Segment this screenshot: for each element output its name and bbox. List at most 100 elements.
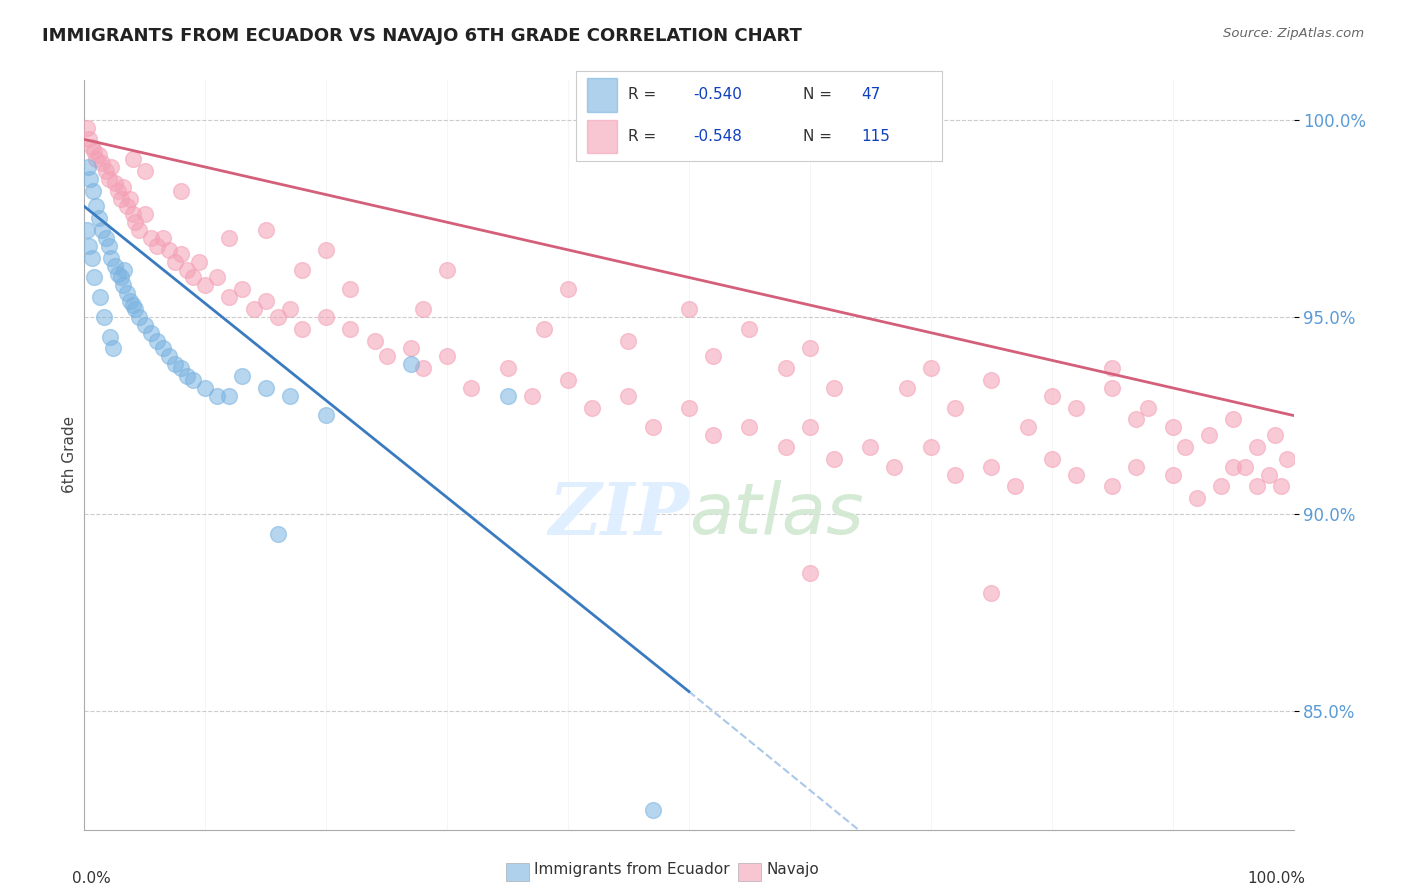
Text: R =: R = [627, 87, 655, 102]
Point [363, 334, 385, 348]
Text: IMMIGRANTS FROM ECUADOR VS NAVAJO 6TH GRADE CORRELATION CHART: IMMIGRANTS FROM ECUADOR VS NAVAJO 6TH GR… [42, 27, 801, 45]
Point [738, 322, 761, 336]
Point [254, 223, 277, 237]
Point [112, 262, 135, 277]
Point [823, 381, 845, 395]
Point [76, 223, 98, 237]
Point [1246, 440, 1268, 454]
Point [194, 381, 217, 395]
Text: 0.0%: 0.0% [72, 871, 111, 886]
Point [557, 282, 579, 296]
Point [339, 322, 361, 336]
Point [557, 373, 579, 387]
Point [146, 239, 169, 253]
Point [375, 349, 398, 363]
Point [152, 342, 174, 356]
Point [1222, 412, 1244, 426]
Point [242, 301, 264, 316]
Point [86, 152, 108, 166]
Y-axis label: 6th Grade: 6th Grade [62, 417, 77, 493]
Point [799, 566, 821, 581]
Point [278, 389, 301, 403]
Point [980, 459, 1002, 474]
Point [115, 286, 138, 301]
Point [93, 310, 115, 324]
Point [121, 207, 143, 221]
Point [1101, 479, 1123, 493]
Text: atlas: atlas [689, 481, 863, 549]
Text: ZIP: ZIP [548, 479, 689, 550]
Point [77, 239, 100, 253]
Text: 100.0%: 100.0% [1247, 871, 1306, 886]
Point [1270, 479, 1292, 493]
Point [115, 199, 138, 213]
Text: -0.548: -0.548 [693, 129, 742, 144]
Point [207, 389, 229, 403]
Point [1040, 389, 1063, 403]
Point [79, 172, 101, 186]
Point [83, 270, 105, 285]
Point [1040, 451, 1063, 466]
Point [291, 262, 314, 277]
Point [980, 373, 1002, 387]
Point [267, 310, 290, 324]
Point [1209, 479, 1232, 493]
Point [1064, 401, 1087, 415]
Point [120, 192, 142, 206]
Point [134, 318, 156, 332]
Point [1137, 401, 1160, 415]
Point [110, 270, 132, 285]
Point [254, 381, 277, 395]
Point [315, 310, 337, 324]
Point [412, 301, 434, 316]
Point [1174, 440, 1197, 454]
Point [112, 179, 135, 194]
Point [121, 152, 143, 166]
Point [1125, 412, 1147, 426]
Point [1161, 420, 1184, 434]
Point [581, 401, 603, 415]
Point [496, 361, 519, 376]
Point [1222, 459, 1244, 474]
Point [97, 239, 120, 253]
Point [231, 369, 253, 384]
Text: Navajo: Navajo [766, 863, 820, 877]
Point [920, 440, 942, 454]
Point [146, 334, 169, 348]
Point [641, 803, 664, 817]
Point [87, 148, 110, 162]
Point [399, 357, 422, 371]
Point [1185, 491, 1208, 506]
Point [80, 140, 103, 154]
Text: -0.540: -0.540 [693, 87, 742, 102]
Point [823, 451, 845, 466]
Point [165, 357, 187, 371]
Point [207, 270, 229, 285]
Point [859, 440, 882, 454]
Point [176, 369, 198, 384]
Point [702, 428, 724, 442]
Point [1125, 459, 1147, 474]
Point [1064, 467, 1087, 482]
Point [678, 301, 700, 316]
Point [943, 401, 966, 415]
Point [436, 349, 458, 363]
Point [315, 409, 337, 423]
Point [104, 259, 127, 273]
Point [218, 290, 240, 304]
Point [107, 267, 129, 281]
Point [218, 389, 240, 403]
Text: N =: N = [803, 87, 832, 102]
Point [1004, 479, 1026, 493]
Point [980, 586, 1002, 600]
Point [128, 223, 150, 237]
Point [181, 373, 204, 387]
Point [89, 290, 111, 304]
Point [91, 223, 114, 237]
Point [170, 184, 193, 198]
Point [91, 156, 114, 170]
Point [799, 420, 821, 434]
Point [170, 247, 193, 261]
Point [124, 215, 146, 229]
Text: Immigrants from Ecuador: Immigrants from Ecuador [534, 863, 730, 877]
